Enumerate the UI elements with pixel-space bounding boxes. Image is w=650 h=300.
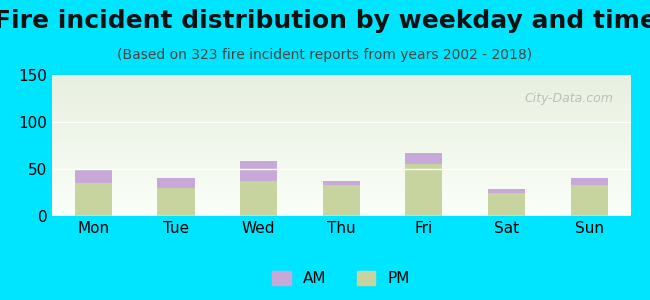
Text: (Based on 323 fire incident reports from years 2002 - 2018): (Based on 323 fire incident reports from… <box>118 48 532 62</box>
Bar <box>406 164 443 216</box>
Bar <box>406 153 443 164</box>
Bar <box>75 183 112 216</box>
Bar <box>75 169 112 183</box>
Bar <box>571 178 608 185</box>
Text: Fire incident distribution by weekday and time: Fire incident distribution by weekday an… <box>0 9 650 33</box>
Bar <box>322 185 360 216</box>
Bar <box>157 188 194 216</box>
Bar <box>488 189 525 194</box>
Bar <box>240 161 277 181</box>
Bar <box>488 194 525 216</box>
Bar <box>240 181 277 216</box>
Text: City-Data.com: City-Data.com <box>525 92 613 105</box>
Bar <box>571 185 608 216</box>
Bar <box>157 178 194 188</box>
Bar <box>322 181 360 185</box>
Legend: AM, PM: AM, PM <box>272 271 410 286</box>
